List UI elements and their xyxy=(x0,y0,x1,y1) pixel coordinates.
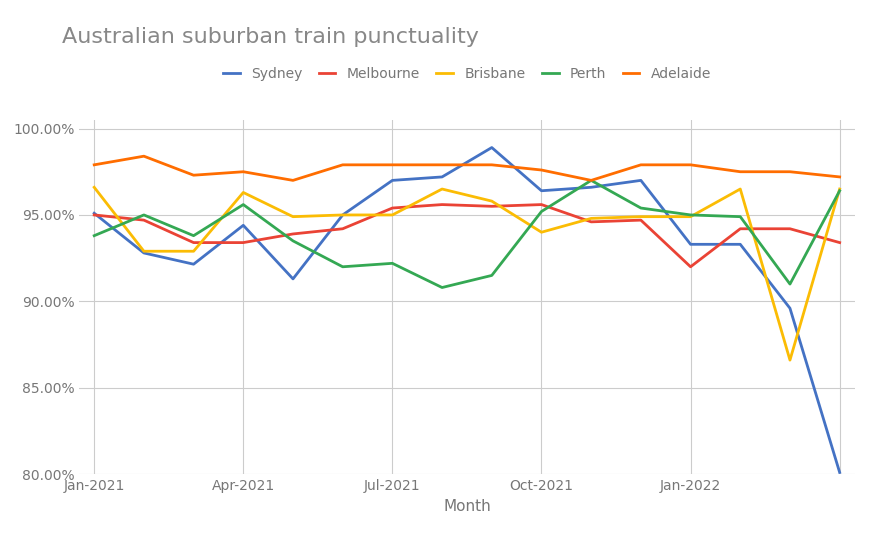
Sydney xyxy=(189,261,199,268)
Perth xyxy=(387,260,397,267)
Melbourne xyxy=(834,239,845,246)
Perth xyxy=(486,272,497,278)
Brisbane xyxy=(735,186,745,192)
Melbourne xyxy=(735,226,745,232)
Adelaide xyxy=(834,174,845,180)
Melbourne xyxy=(189,239,199,246)
Melbourne xyxy=(537,201,547,208)
Sydney xyxy=(486,144,497,151)
Sydney xyxy=(437,174,448,180)
Sydney xyxy=(586,184,596,191)
Melbourne xyxy=(387,205,397,211)
Sydney xyxy=(89,210,100,216)
Sydney xyxy=(288,276,299,282)
Sydney xyxy=(785,305,796,312)
Adelaide xyxy=(387,161,397,168)
Line: Melbourne: Melbourne xyxy=(94,204,840,267)
Brisbane xyxy=(486,198,497,204)
Line: Perth: Perth xyxy=(94,180,840,288)
Sydney xyxy=(537,187,547,194)
Perth xyxy=(834,187,845,194)
Brisbane xyxy=(337,211,348,218)
Adelaide xyxy=(685,161,696,168)
Brisbane xyxy=(586,215,596,222)
Adelaide xyxy=(486,161,497,168)
Melbourne xyxy=(586,219,596,225)
Adelaide xyxy=(635,161,646,168)
Brisbane xyxy=(89,184,100,191)
Perth xyxy=(138,211,149,218)
Adelaide xyxy=(288,177,299,184)
Line: Adelaide: Adelaide xyxy=(94,156,840,180)
Sydney xyxy=(834,469,845,476)
Brisbane xyxy=(387,211,397,218)
Adelaide xyxy=(189,172,199,178)
Adelaide xyxy=(337,161,348,168)
Perth xyxy=(337,264,348,270)
Melbourne xyxy=(437,201,448,208)
Text: Australian suburban train punctuality: Australian suburban train punctuality xyxy=(62,27,478,47)
X-axis label: Month: Month xyxy=(443,499,491,513)
Sydney xyxy=(685,241,696,247)
Perth xyxy=(785,281,796,287)
Brisbane xyxy=(138,248,149,255)
Line: Brisbane: Brisbane xyxy=(94,187,840,360)
Melbourne xyxy=(785,226,796,232)
Sydney xyxy=(238,222,248,228)
Brisbane xyxy=(189,248,199,255)
Adelaide xyxy=(586,177,596,184)
Melbourne xyxy=(138,217,149,223)
Melbourne xyxy=(238,239,248,246)
Sydney xyxy=(735,241,745,247)
Perth xyxy=(586,177,596,184)
Brisbane xyxy=(834,186,845,192)
Perth xyxy=(238,201,248,208)
Perth xyxy=(635,205,646,211)
Sydney xyxy=(337,211,348,218)
Melbourne xyxy=(685,264,696,270)
Perth xyxy=(685,211,696,218)
Perth xyxy=(189,232,199,239)
Melbourne xyxy=(486,203,497,210)
Sydney xyxy=(387,177,397,184)
Melbourne xyxy=(89,211,100,218)
Brisbane xyxy=(288,214,299,220)
Melbourne xyxy=(288,231,299,237)
Adelaide xyxy=(437,161,448,168)
Legend: Sydney, Melbourne, Brisbane, Perth, Adelaide: Sydney, Melbourne, Brisbane, Perth, Adel… xyxy=(218,63,715,86)
Brisbane xyxy=(537,229,547,235)
Sydney xyxy=(635,177,646,184)
Line: Sydney: Sydney xyxy=(94,148,840,473)
Brisbane xyxy=(635,214,646,220)
Perth xyxy=(437,284,448,291)
Brisbane xyxy=(785,357,796,364)
Perth xyxy=(288,238,299,244)
Adelaide xyxy=(238,168,248,175)
Melbourne xyxy=(635,217,646,223)
Perth xyxy=(735,214,745,220)
Perth xyxy=(89,232,100,239)
Adelaide xyxy=(785,168,796,175)
Brisbane xyxy=(238,189,248,196)
Perth xyxy=(537,208,547,215)
Adelaide xyxy=(89,161,100,168)
Melbourne xyxy=(337,226,348,232)
Brisbane xyxy=(437,186,448,192)
Brisbane xyxy=(685,214,696,220)
Adelaide xyxy=(537,167,547,173)
Adelaide xyxy=(735,168,745,175)
Adelaide xyxy=(138,153,149,160)
Sydney xyxy=(138,250,149,256)
